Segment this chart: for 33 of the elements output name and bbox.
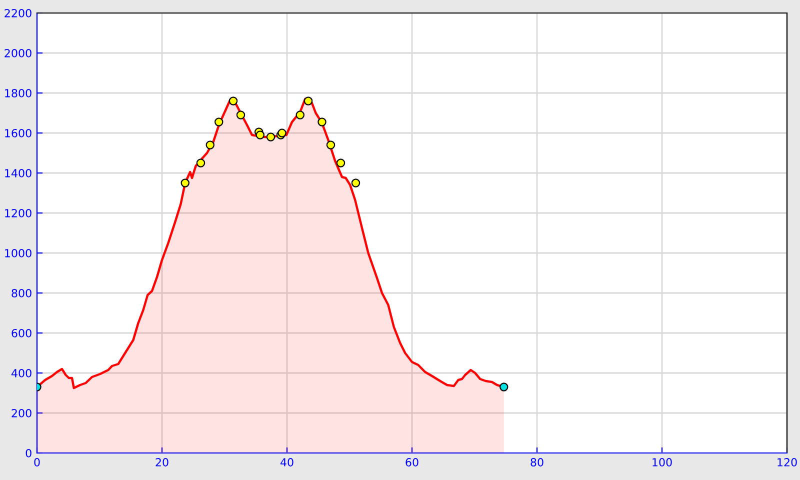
y-tick-label: 800 bbox=[12, 288, 32, 298]
point bbox=[336, 158, 346, 168]
point bbox=[214, 118, 224, 126]
point bbox=[296, 110, 304, 120]
y-tick-label: 200 bbox=[12, 408, 32, 418]
point bbox=[236, 110, 246, 120]
point bbox=[228, 96, 238, 106]
y-tick-label: 1800 bbox=[5, 88, 32, 98]
x-tick-label: 60 bbox=[406, 458, 418, 466]
x-tick-label: 120 bbox=[778, 458, 797, 466]
point bbox=[266, 132, 276, 142]
x-tick-label: 40 bbox=[280, 458, 294, 466]
y-tick-label: 1000 bbox=[5, 248, 32, 258]
y-tick-label: 2000 bbox=[4, 48, 32, 58]
y-tick-label: 400 bbox=[11, 368, 32, 378]
point bbox=[304, 96, 313, 106]
point bbox=[196, 158, 206, 168]
point bbox=[206, 140, 214, 150]
y-tick-label: 2200 bbox=[4, 8, 32, 18]
y-tick-label: 1200 bbox=[5, 208, 32, 218]
y-tick-label: 0 bbox=[26, 448, 32, 458]
point bbox=[180, 178, 190, 188]
x-tick-label: 100 bbox=[652, 458, 672, 466]
x-tick-label: 20 bbox=[156, 458, 168, 466]
y-tick-label: 600 bbox=[12, 328, 32, 338]
x-tick-label: 80 bbox=[530, 458, 544, 466]
x-tick-label: 0 bbox=[34, 458, 40, 466]
point bbox=[318, 118, 326, 126]
point bbox=[256, 130, 264, 140]
y-tick-label: 1600 bbox=[5, 128, 32, 138]
point bbox=[351, 178, 360, 188]
point bbox=[326, 140, 336, 150]
y-tick-label: 1400 bbox=[5, 168, 32, 178]
